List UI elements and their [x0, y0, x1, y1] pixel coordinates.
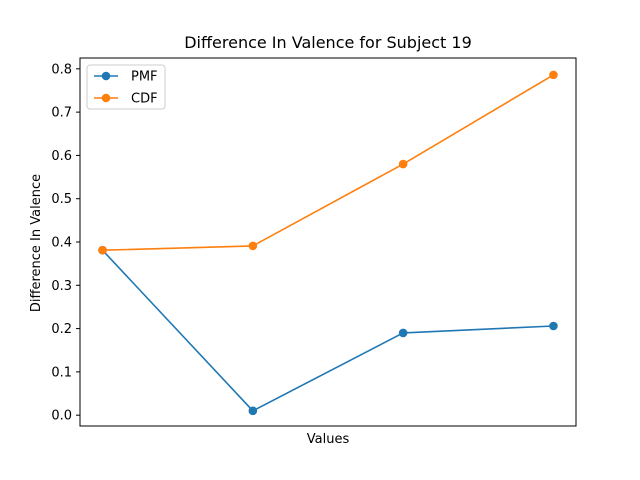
chart-title: Difference In Valence for Subject 19	[184, 33, 472, 52]
y-tick-label: 0.8	[51, 62, 72, 77]
data-point	[549, 70, 558, 80]
y-tick-label: 0.1	[51, 365, 72, 380]
plot-area	[79, 57, 577, 427]
data-point	[549, 321, 558, 331]
x-axis-label: Values	[307, 432, 350, 447]
legend-label: PMF	[131, 70, 158, 85]
series-line	[102, 74, 554, 252]
y-axis-ticks: 0.0 0.1 0.2 0.3 0.4 0.5 0.6 0.7 0.8	[51, 62, 80, 424]
data-point	[248, 406, 258, 416]
y-tick-label: 0.2	[51, 322, 72, 337]
y-tick-label: 0.3	[51, 279, 72, 294]
data-point	[398, 159, 408, 169]
y-tick-label: 0.0	[51, 409, 72, 424]
legend-item-pmf: PMF	[94, 70, 158, 85]
plot-frame	[79, 57, 577, 427]
y-axis-label: Difference In Valence	[29, 174, 44, 312]
series-layer	[98, 70, 558, 416]
legend-item-cdf: CDF	[94, 92, 158, 107]
data-point	[98, 245, 107, 255]
y-tick-label: 0.5	[51, 192, 72, 207]
legend-label: CDF	[131, 92, 158, 107]
legend: PMF CDF	[86, 64, 166, 110]
y-tick-label: 0.7	[51, 106, 72, 121]
y-tick-label: 0.6	[51, 149, 72, 164]
legend-marker	[101, 71, 111, 81]
data-point	[248, 241, 258, 251]
legend-marker	[101, 93, 111, 103]
data-point	[398, 328, 408, 338]
series-cdf	[98, 70, 558, 255]
series-line	[101, 249, 554, 412]
y-tick-label: 0.4	[51, 236, 72, 251]
